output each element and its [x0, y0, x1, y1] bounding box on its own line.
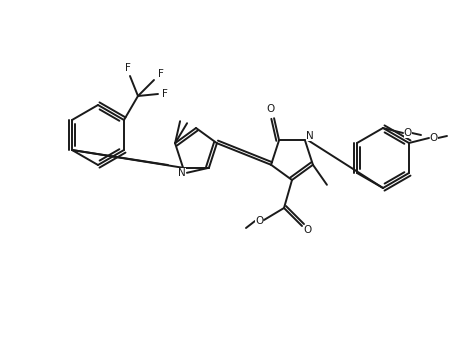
Text: F: F: [125, 63, 131, 73]
Text: O: O: [404, 128, 412, 138]
Text: F: F: [162, 89, 168, 99]
Text: N: N: [178, 168, 186, 178]
Text: F: F: [158, 69, 164, 79]
Text: N: N: [306, 131, 314, 141]
Text: O: O: [266, 104, 274, 114]
Text: O: O: [303, 225, 311, 235]
Text: O: O: [255, 216, 263, 226]
Text: O: O: [430, 133, 438, 143]
